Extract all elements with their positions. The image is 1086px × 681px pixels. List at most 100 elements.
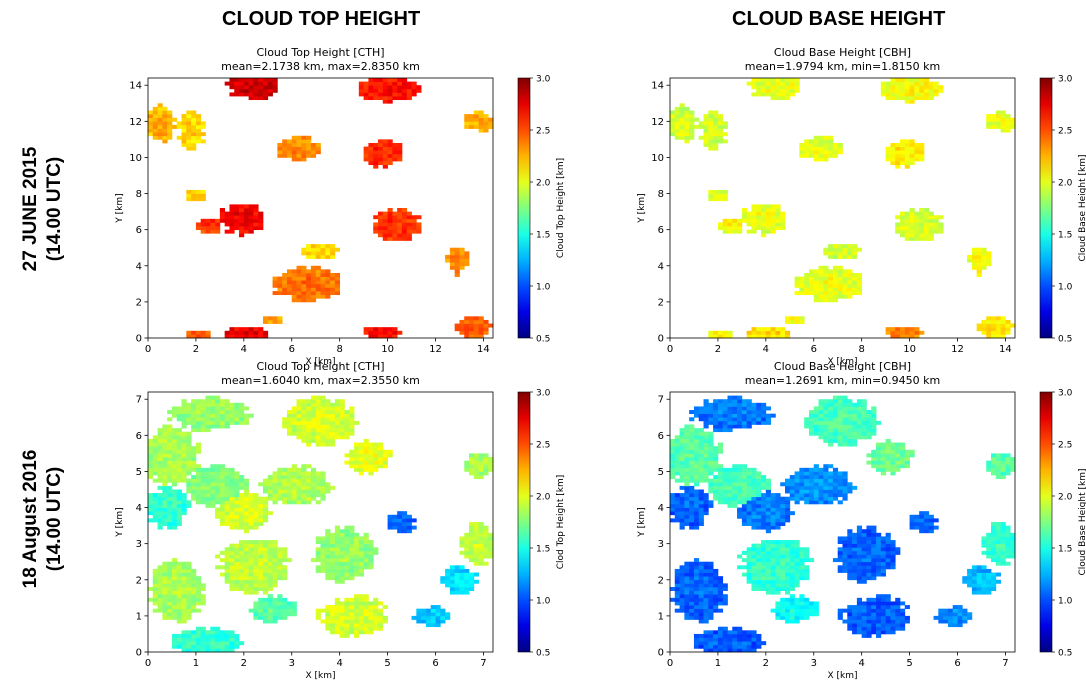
heatmap-cell	[698, 406, 704, 411]
heatmap-cell	[191, 630, 197, 635]
heatmap-cell	[181, 475, 187, 480]
heatmap-cell	[876, 568, 882, 573]
heatmap-cell	[473, 114, 479, 119]
heatmap-cell	[464, 121, 470, 126]
heatmap-cell	[167, 435, 173, 440]
heatmap-cell	[880, 85, 886, 90]
heatmap-cell	[157, 121, 163, 126]
heatmap-cell	[818, 431, 824, 436]
heatmap-cell	[684, 579, 690, 584]
heatmap-cell	[717, 485, 724, 490]
heatmap-cell	[195, 489, 202, 494]
heatmap-cell	[430, 623, 436, 628]
heatmap-cell	[296, 269, 302, 274]
heatmap-cell	[713, 583, 719, 588]
heatmap-cell	[837, 395, 843, 400]
heatmap-cell	[186, 410, 192, 415]
heatmap-cell	[296, 485, 302, 490]
heatmap-cell	[473, 543, 479, 548]
heatmap-cell	[837, 431, 843, 436]
heatmap-cell	[306, 475, 312, 480]
heatmap-cell	[215, 565, 221, 570]
heatmap-cell	[181, 608, 187, 613]
heatmap-cell	[684, 139, 690, 144]
heatmap-cell	[382, 457, 388, 461]
heatmap-cell	[243, 204, 249, 209]
heatmap-cell	[976, 254, 982, 259]
heatmap-cell	[904, 139, 910, 144]
heatmap-cell	[713, 128, 719, 133]
heatmap-cell	[459, 587, 465, 591]
heatmap-cell	[818, 139, 824, 144]
heatmap-cell	[296, 294, 302, 299]
heatmap-cell	[722, 218, 728, 223]
x-tick-label: 8	[336, 344, 342, 355]
heatmap-cell	[808, 482, 815, 487]
heatmap-cell	[737, 641, 743, 646]
heatmap-cell	[263, 319, 269, 324]
heatmap-cell	[727, 229, 733, 234]
heatmap-cell	[301, 482, 307, 487]
heatmap-cell	[914, 233, 920, 238]
y-tick-label: 3	[136, 539, 142, 550]
heatmap-cell	[181, 438, 187, 443]
heatmap-cell	[813, 135, 819, 140]
heatmap-cell	[176, 561, 182, 566]
heatmap-cell	[818, 428, 824, 433]
heatmap-cell	[363, 330, 369, 335]
heatmap-cell	[243, 485, 249, 490]
heatmap-cell	[325, 532, 331, 537]
heatmap-cell	[713, 413, 719, 418]
heatmap-cell	[339, 630, 345, 635]
heatmap-cell	[392, 525, 398, 530]
heatmap-cell	[708, 446, 714, 451]
heatmap-cell	[248, 572, 254, 577]
heatmap-cell	[799, 615, 805, 620]
heatmap-cell	[344, 568, 350, 573]
heatmap-cell	[181, 410, 187, 415]
heatmap-cell	[852, 291, 858, 296]
heatmap-cell	[703, 121, 709, 126]
heatmap-cell	[708, 615, 714, 620]
heatmap-cell	[713, 601, 719, 606]
heatmap-cell	[272, 88, 278, 93]
heatmap-cell	[689, 464, 695, 469]
heatmap-cell	[986, 124, 992, 129]
heatmap-cell	[713, 568, 719, 573]
heatmap-cell	[693, 442, 700, 447]
heatmap-cell	[785, 608, 791, 613]
heatmap-cell	[200, 417, 206, 422]
heatmap-cell	[713, 576, 719, 581]
heatmap-cell	[176, 594, 182, 599]
heatmap-cell	[679, 503, 685, 508]
heatmap-cell	[397, 529, 403, 534]
heatmap-cell	[152, 594, 158, 599]
heatmap-cell	[330, 287, 336, 292]
heatmap-cell	[229, 514, 235, 519]
heatmap-cell	[679, 565, 685, 570]
heatmap-cell	[693, 435, 700, 440]
heatmap-cell	[823, 438, 829, 443]
heatmap-cell	[828, 273, 834, 277]
heatmap-cell	[248, 565, 254, 570]
heatmap-cell	[248, 218, 254, 223]
heatmap-cell	[751, 572, 757, 577]
heatmap-cell	[349, 406, 355, 411]
heatmap-cell	[842, 471, 848, 476]
cth-2016-panel: Cloud Top Height [CTH] mean=1.6040 km, ma…	[100, 358, 566, 681]
heatmap-cell	[674, 449, 680, 454]
heatmap-cell	[406, 226, 412, 231]
heatmap-cell	[263, 88, 269, 93]
heatmap-cell	[464, 554, 470, 559]
heatmap-cell	[378, 81, 384, 86]
heatmap-cell	[693, 612, 700, 617]
heatmap-cell	[703, 641, 709, 646]
heatmap-cell	[171, 117, 178, 122]
heatmap-cell	[741, 410, 748, 415]
heatmap-cell	[775, 550, 781, 555]
heatmap-cell	[847, 485, 853, 490]
heatmap-cell	[248, 550, 254, 555]
heatmap-cell	[167, 424, 173, 429]
heatmap-cell	[239, 233, 245, 238]
heatmap-cell	[200, 399, 206, 404]
